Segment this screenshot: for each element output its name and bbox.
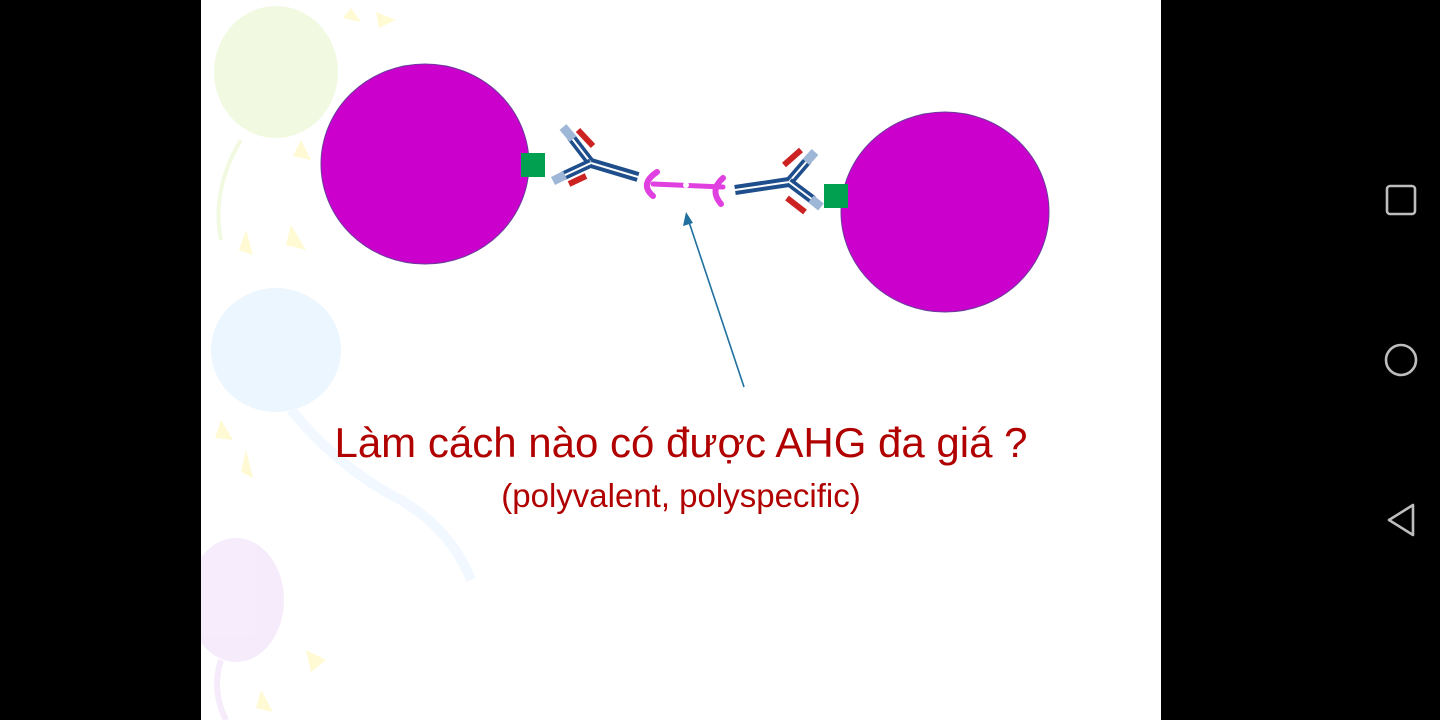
right-antigen-square bbox=[824, 184, 848, 208]
back-button[interactable] bbox=[1371, 490, 1431, 550]
pointer-arrow bbox=[683, 212, 745, 388]
balloon-blue-decoration bbox=[211, 288, 476, 582]
right-antibody bbox=[734, 147, 824, 215]
right-cell bbox=[840, 111, 1050, 313]
recents-button[interactable] bbox=[1371, 170, 1431, 230]
circle-icon bbox=[1384, 343, 1418, 377]
balloon-purple-decoration bbox=[201, 538, 326, 720]
slide-artwork bbox=[201, 6, 1050, 720]
left-antibody bbox=[550, 124, 640, 187]
left-cell bbox=[320, 63, 530, 265]
home-button[interactable] bbox=[1371, 330, 1431, 390]
balloon-green-decoration bbox=[214, 6, 396, 255]
android-navigation-bar bbox=[1161, 0, 1440, 720]
left-antigen-square bbox=[521, 153, 545, 177]
background-balloons bbox=[201, 6, 476, 720]
presentation-slide: Làm cách nào có được AHG đa giá ? (polyv… bbox=[201, 0, 1161, 720]
triangle-back-icon bbox=[1387, 503, 1415, 537]
ahg-bridge bbox=[644, 169, 726, 207]
square-icon bbox=[1385, 184, 1417, 216]
slide-title: Làm cách nào có được AHG đa giá ? bbox=[334, 419, 1028, 466]
slide-subtitle: (polyvalent, polyspecific) bbox=[501, 477, 861, 514]
